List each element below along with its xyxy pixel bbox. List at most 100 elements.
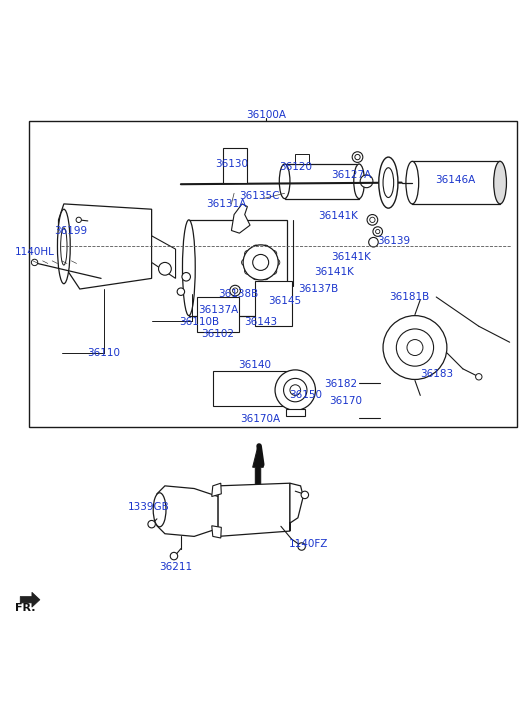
Bar xyxy=(285,164,359,198)
Ellipse shape xyxy=(407,340,423,356)
Circle shape xyxy=(253,273,259,280)
Circle shape xyxy=(148,521,155,528)
Bar xyxy=(189,220,287,316)
Text: 36170: 36170 xyxy=(329,395,362,406)
Bar xyxy=(255,281,292,326)
Circle shape xyxy=(270,251,277,257)
Ellipse shape xyxy=(354,164,364,198)
Text: 36140: 36140 xyxy=(238,360,271,369)
Text: 36182: 36182 xyxy=(324,379,357,389)
Text: 36102: 36102 xyxy=(202,329,235,340)
Circle shape xyxy=(301,491,309,499)
Polygon shape xyxy=(212,483,221,497)
Circle shape xyxy=(245,251,251,257)
Ellipse shape xyxy=(383,316,447,379)
Ellipse shape xyxy=(383,168,394,198)
Text: 36141K: 36141K xyxy=(331,252,371,262)
Ellipse shape xyxy=(153,493,166,527)
Text: 36127A: 36127A xyxy=(331,169,371,180)
Text: 36141K: 36141K xyxy=(318,211,358,220)
Circle shape xyxy=(273,260,280,265)
Circle shape xyxy=(31,260,38,265)
Text: 36199: 36199 xyxy=(54,225,87,236)
Circle shape xyxy=(253,245,259,252)
Circle shape xyxy=(373,227,383,236)
Text: 36137A: 36137A xyxy=(198,305,238,316)
Text: 36120: 36120 xyxy=(279,161,312,172)
Polygon shape xyxy=(253,446,263,485)
Circle shape xyxy=(367,214,378,225)
Text: 36141K: 36141K xyxy=(314,267,354,277)
Circle shape xyxy=(230,285,240,296)
Text: 36131A: 36131A xyxy=(206,199,246,209)
Circle shape xyxy=(352,152,363,162)
Text: FR.: FR. xyxy=(15,603,36,613)
Bar xyxy=(223,148,247,182)
Bar xyxy=(197,297,239,332)
Text: 36100A: 36100A xyxy=(246,110,286,119)
Circle shape xyxy=(159,262,171,276)
Text: 36183: 36183 xyxy=(420,369,453,379)
Text: 36150: 36150 xyxy=(289,390,322,401)
Text: 36135C: 36135C xyxy=(239,191,280,201)
Text: 36110B: 36110B xyxy=(179,317,220,327)
Ellipse shape xyxy=(290,385,301,395)
Circle shape xyxy=(262,273,269,280)
Text: 36139: 36139 xyxy=(377,236,410,246)
Text: 36137B: 36137B xyxy=(298,284,338,294)
Polygon shape xyxy=(290,483,303,531)
Ellipse shape xyxy=(396,329,434,366)
Text: 36145: 36145 xyxy=(269,296,302,306)
Circle shape xyxy=(369,238,378,247)
Polygon shape xyxy=(157,486,218,537)
Text: 1140FZ: 1140FZ xyxy=(289,539,328,550)
Text: 1339GB: 1339GB xyxy=(128,502,170,512)
Circle shape xyxy=(270,268,277,274)
Text: 36181B: 36181B xyxy=(389,292,430,302)
Ellipse shape xyxy=(61,228,67,265)
Text: 36143: 36143 xyxy=(244,317,277,327)
Bar xyxy=(29,121,517,427)
Circle shape xyxy=(370,217,375,222)
Polygon shape xyxy=(218,483,290,537)
Circle shape xyxy=(360,175,373,188)
Polygon shape xyxy=(59,204,152,289)
Bar xyxy=(412,161,500,204)
Circle shape xyxy=(243,245,278,280)
Bar xyxy=(286,409,305,416)
Ellipse shape xyxy=(275,370,315,410)
Text: 36146A: 36146A xyxy=(435,175,475,185)
Polygon shape xyxy=(212,526,221,538)
Circle shape xyxy=(242,260,248,265)
Circle shape xyxy=(232,288,238,293)
Ellipse shape xyxy=(406,161,419,204)
Circle shape xyxy=(245,268,251,274)
Circle shape xyxy=(355,154,360,160)
Circle shape xyxy=(253,254,269,270)
Circle shape xyxy=(262,245,269,252)
Circle shape xyxy=(170,553,178,560)
Text: 36138B: 36138B xyxy=(218,289,259,300)
Polygon shape xyxy=(152,236,176,278)
Polygon shape xyxy=(20,593,40,607)
Ellipse shape xyxy=(494,161,506,204)
Circle shape xyxy=(376,230,380,233)
Circle shape xyxy=(298,543,305,550)
Text: 36211: 36211 xyxy=(159,562,192,571)
Bar xyxy=(213,371,295,406)
Text: 36170A: 36170A xyxy=(240,414,281,425)
Text: 36130: 36130 xyxy=(215,159,248,169)
Ellipse shape xyxy=(182,220,195,316)
Text: 36110: 36110 xyxy=(87,348,120,358)
Circle shape xyxy=(177,288,185,295)
Text: 1140HL: 1140HL xyxy=(15,246,54,257)
Ellipse shape xyxy=(279,164,290,198)
Circle shape xyxy=(182,273,190,281)
Circle shape xyxy=(476,374,482,380)
Ellipse shape xyxy=(379,157,398,208)
Polygon shape xyxy=(231,204,250,233)
Circle shape xyxy=(76,217,81,222)
Polygon shape xyxy=(295,154,309,164)
Ellipse shape xyxy=(57,209,70,284)
Ellipse shape xyxy=(284,378,307,402)
